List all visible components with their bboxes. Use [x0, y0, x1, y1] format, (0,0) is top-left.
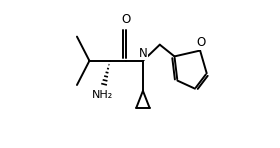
Text: O: O [122, 13, 131, 25]
Text: NH₂: NH₂ [92, 90, 113, 100]
Text: N: N [139, 47, 147, 60]
Text: O: O [196, 36, 206, 49]
